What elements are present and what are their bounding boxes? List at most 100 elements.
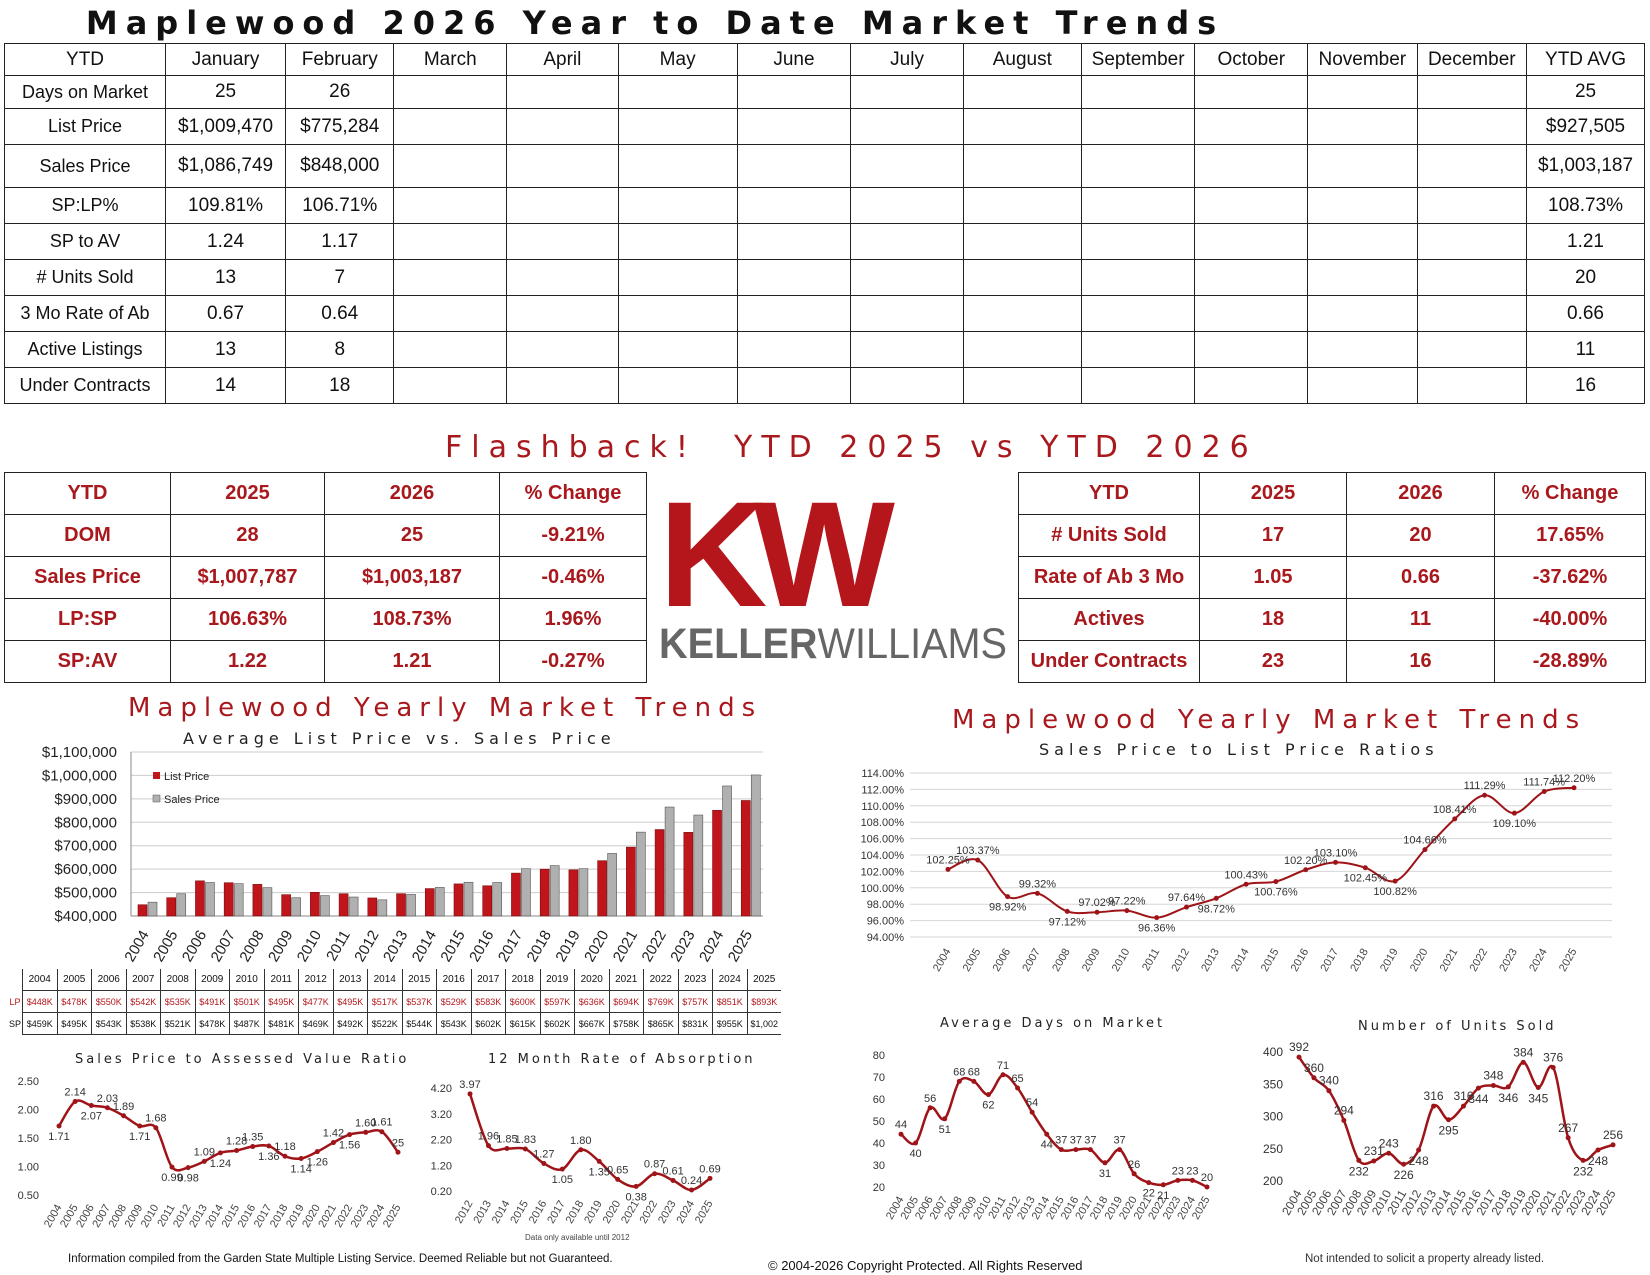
line-data-label: 0.99 (161, 1172, 182, 1184)
flashback-cell: -0.46% (499, 556, 647, 599)
lp-table-value: $521K (160, 1012, 195, 1035)
line-data-label: 267 (1558, 1121, 1578, 1135)
line-point (1029, 1109, 1035, 1115)
line-data-label: 248 (1409, 1154, 1429, 1168)
line-data-label: 360 (1304, 1061, 1324, 1075)
line-point (1571, 785, 1577, 791)
line-point (1154, 915, 1160, 921)
bar-sales-price (291, 897, 301, 917)
line-point (1073, 1147, 1079, 1153)
bar-list-price (396, 893, 406, 917)
ytd-row-label: Sales Price (3, 144, 167, 188)
bar-sales-price (463, 881, 474, 917)
ytd-cell-average: 16 (1526, 367, 1645, 404)
line-data-label: 1.85 (496, 1134, 517, 1146)
line-point (633, 1183, 639, 1189)
flashback-cell: 25 (324, 514, 500, 557)
flashback-cell: 23 (1199, 640, 1347, 683)
ytd-cell-empty (1416, 187, 1528, 224)
bar-sales-price (176, 893, 187, 917)
line-point (467, 1091, 473, 1097)
bar-list-price (281, 894, 291, 917)
lp-table-year: 2017 (470, 969, 506, 991)
line-data-label: 1.14 (290, 1164, 311, 1176)
line-data-label: 1.35 (242, 1132, 263, 1144)
line-y-tick: 108.00% (861, 817, 905, 829)
line-point (1243, 881, 1249, 887)
line-x-tick: 2005 (961, 947, 984, 974)
flashback-cell: 18 (1199, 598, 1347, 641)
line-point (1333, 859, 1339, 865)
line-point (1392, 878, 1398, 884)
lp-table-value: $769K (643, 990, 678, 1013)
line-point (1595, 1147, 1601, 1153)
bar-sales-price (262, 887, 273, 917)
line-x-tick: 2018 (564, 1199, 587, 1226)
line-x-tick: 2021 (1438, 947, 1461, 974)
lp-table-year: 2025 (746, 969, 781, 991)
line-x-tick: 2024 (1527, 947, 1550, 974)
line-data-label: 232 (1573, 1164, 1593, 1178)
bar-x-tick: 2009 (265, 928, 296, 965)
line-data-label: 111.29% (1464, 780, 1506, 792)
flashback-cell: -37.62% (1494, 556, 1646, 599)
ratio-line-chart: 94.00% 96.00% 98.00% 100.00% 102.00% 104.00% 1… (861, 768, 1612, 974)
lp-table-value: $543K (91, 1012, 126, 1035)
ytd-cell-empty (393, 367, 508, 404)
line-data-label: 1.05 (552, 1174, 573, 1186)
line-data-label: 25 (392, 1137, 404, 1149)
line-data-label: 51 (939, 1124, 951, 1136)
chart-title-dom: Average Days on Market (940, 1016, 1166, 1031)
bar-x-tick: 2018 (524, 928, 555, 965)
ytd-cell-empty (962, 144, 1082, 188)
ytd-cell-january: $1,009,470 (165, 108, 287, 145)
line-x-tick: 2015 (508, 1199, 531, 1226)
ytd-cell-empty (736, 144, 852, 188)
line-point (1452, 816, 1458, 822)
flashback-cell: 11 (1346, 598, 1495, 641)
flashback-column-header: YTD (4, 472, 171, 515)
line-point (1401, 1161, 1407, 1167)
line-point (971, 1078, 977, 1084)
ytd-cell-empty (736, 331, 852, 368)
line-point (1371, 1158, 1377, 1164)
line-data-label: 31 (1099, 1168, 1111, 1180)
line-y-tick: 4.20 (431, 1083, 452, 1095)
line-data-label: 112.20% (1553, 773, 1596, 785)
line-point (913, 1140, 919, 1146)
ytd-cell-empty (506, 223, 619, 260)
bar-sales-price (320, 895, 330, 917)
chart-title-price: Average List Price vs. Sales Price (183, 729, 616, 748)
line-point (395, 1149, 401, 1155)
line-point (1550, 1064, 1556, 1070)
bar-x-tick: 2011 (323, 928, 354, 964)
line-data-label: 0.69 (699, 1163, 720, 1175)
line-data-label: 1.71 (48, 1131, 69, 1143)
line-x-tick: 2021 (619, 1199, 642, 1226)
bar-list-price (453, 883, 464, 917)
line-point (541, 1160, 547, 1166)
bar-list-price (683, 832, 694, 917)
line-data-label: 20 (1201, 1172, 1213, 1184)
ytd-cell-empty (617, 144, 738, 188)
flashback-cell: 1.21 (324, 640, 500, 683)
bar-list-price (424, 888, 435, 917)
line-x-tick: 2024 (675, 1199, 698, 1226)
line-x-tick: 2025 (381, 1203, 404, 1230)
legend-swatch-list (153, 772, 160, 779)
bar-list-price (367, 897, 378, 917)
ytd-cell-empty (1080, 331, 1196, 368)
ytd-cell-january: 25 (165, 75, 287, 109)
lp-table-value: $550K (91, 990, 126, 1013)
line-data-label: 1.28 (226, 1136, 247, 1148)
line-y-tick: 106.00% (861, 834, 905, 846)
ytd-cell-empty (962, 367, 1082, 404)
flashback-row: Actives 18 11 -40.00% (1018, 598, 1646, 641)
line-data-label: 26 (1128, 1159, 1140, 1171)
lp-table-value: $542K (125, 990, 161, 1013)
line-data-label: 97.64% (1168, 892, 1206, 904)
ytd-column-header: January (165, 43, 287, 76)
bar-list-price (338, 893, 349, 917)
line-x-tick: 2022 (1468, 947, 1491, 974)
